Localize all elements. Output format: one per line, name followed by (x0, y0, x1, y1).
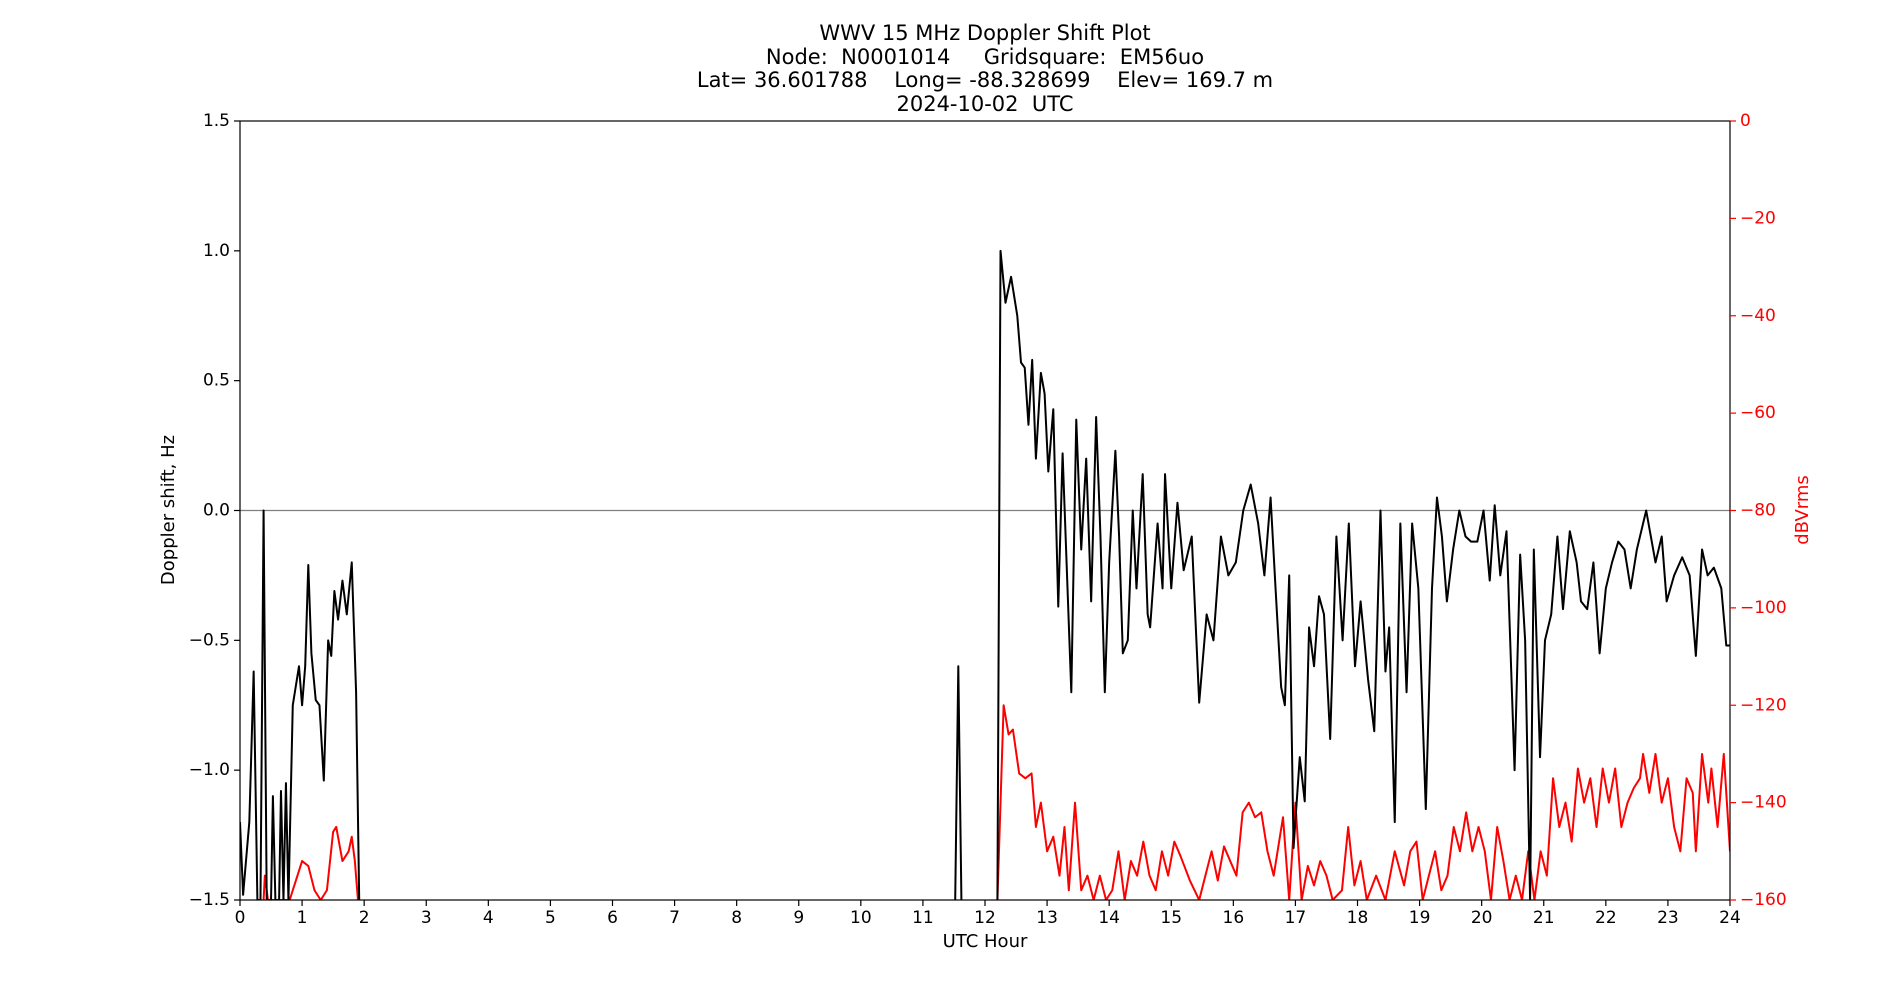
y2-tick-label: −20 (1740, 208, 1776, 228)
x-tick-label: 22 (1595, 908, 1617, 928)
x-tick-label: 16 (1223, 908, 1245, 928)
x-tick-label: 1 (297, 908, 308, 928)
y-tick-label: −1.5 (189, 890, 230, 910)
x-tick-label: 17 (1285, 908, 1307, 928)
x-tick-label: 3 (421, 908, 432, 928)
chart-title: WWV 15 MHz Doppler Shift Plot (819, 21, 1150, 45)
y-tick-label: 0.5 (203, 371, 230, 391)
x-tick-label: 5 (545, 908, 556, 928)
data-line (240, 249, 1730, 900)
x-tick-label: 24 (1719, 908, 1741, 928)
x-tick-label: 2 (359, 908, 370, 928)
x-tick-label: 14 (1098, 908, 1120, 928)
chart-subtitle: Node: N0001014 Gridsquare: EM56uo (766, 45, 1204, 69)
plot-area (240, 249, 1730, 900)
y-tick-label: 1.0 (203, 241, 230, 261)
x-tick-label: 15 (1160, 908, 1182, 928)
y2-tick-label: −160 (1740, 890, 1787, 910)
chart-subtitle: 2024-10-02 UTC (896, 92, 1073, 116)
x-tick-label: 6 (607, 908, 618, 928)
x-tick-label: 20 (1471, 908, 1493, 928)
y2-tick-label: −140 (1740, 793, 1787, 813)
x-tick-label: 7 (669, 908, 680, 928)
chart-subtitle: Lat= 36.601788 Long= -88.328699 Elev= 16… (697, 68, 1273, 92)
x-tick-label: 8 (731, 908, 742, 928)
x-tick-label: 11 (912, 908, 934, 928)
x-tick-label: 23 (1657, 908, 1679, 928)
x-tick-label: 21 (1533, 908, 1555, 928)
y2-tick-label: −100 (1740, 598, 1787, 618)
x-tick-label: 4 (483, 908, 494, 928)
y2-tick-label: −80 (1740, 501, 1776, 521)
y-tick-label: 1.5 (203, 111, 230, 131)
x-tick-label: 19 (1409, 908, 1431, 928)
x-tick-label: 0 (235, 908, 246, 928)
x-tick-label: 13 (1036, 908, 1058, 928)
y2-tick-label: −120 (1740, 695, 1787, 715)
y2-tick-label: −60 (1740, 403, 1776, 423)
y2-axis-label: dBVrms (1792, 475, 1813, 545)
y-tick-label: −1.0 (189, 760, 230, 780)
data-line (262, 704, 1730, 900)
y2-tick-label: 0 (1740, 111, 1751, 131)
y2-tick-label: −40 (1740, 306, 1776, 326)
y-axis-label: Doppler shift, Hz (158, 435, 179, 585)
x-axis-label: UTC Hour (943, 931, 1028, 952)
x-tick-label: 12 (974, 908, 996, 928)
x-tick-label: 10 (850, 908, 872, 928)
x-tick-label: 9 (793, 908, 804, 928)
y-tick-label: −0.5 (189, 630, 230, 650)
x-tick-label: 18 (1347, 908, 1369, 928)
y-tick-label: 0.0 (203, 501, 230, 521)
